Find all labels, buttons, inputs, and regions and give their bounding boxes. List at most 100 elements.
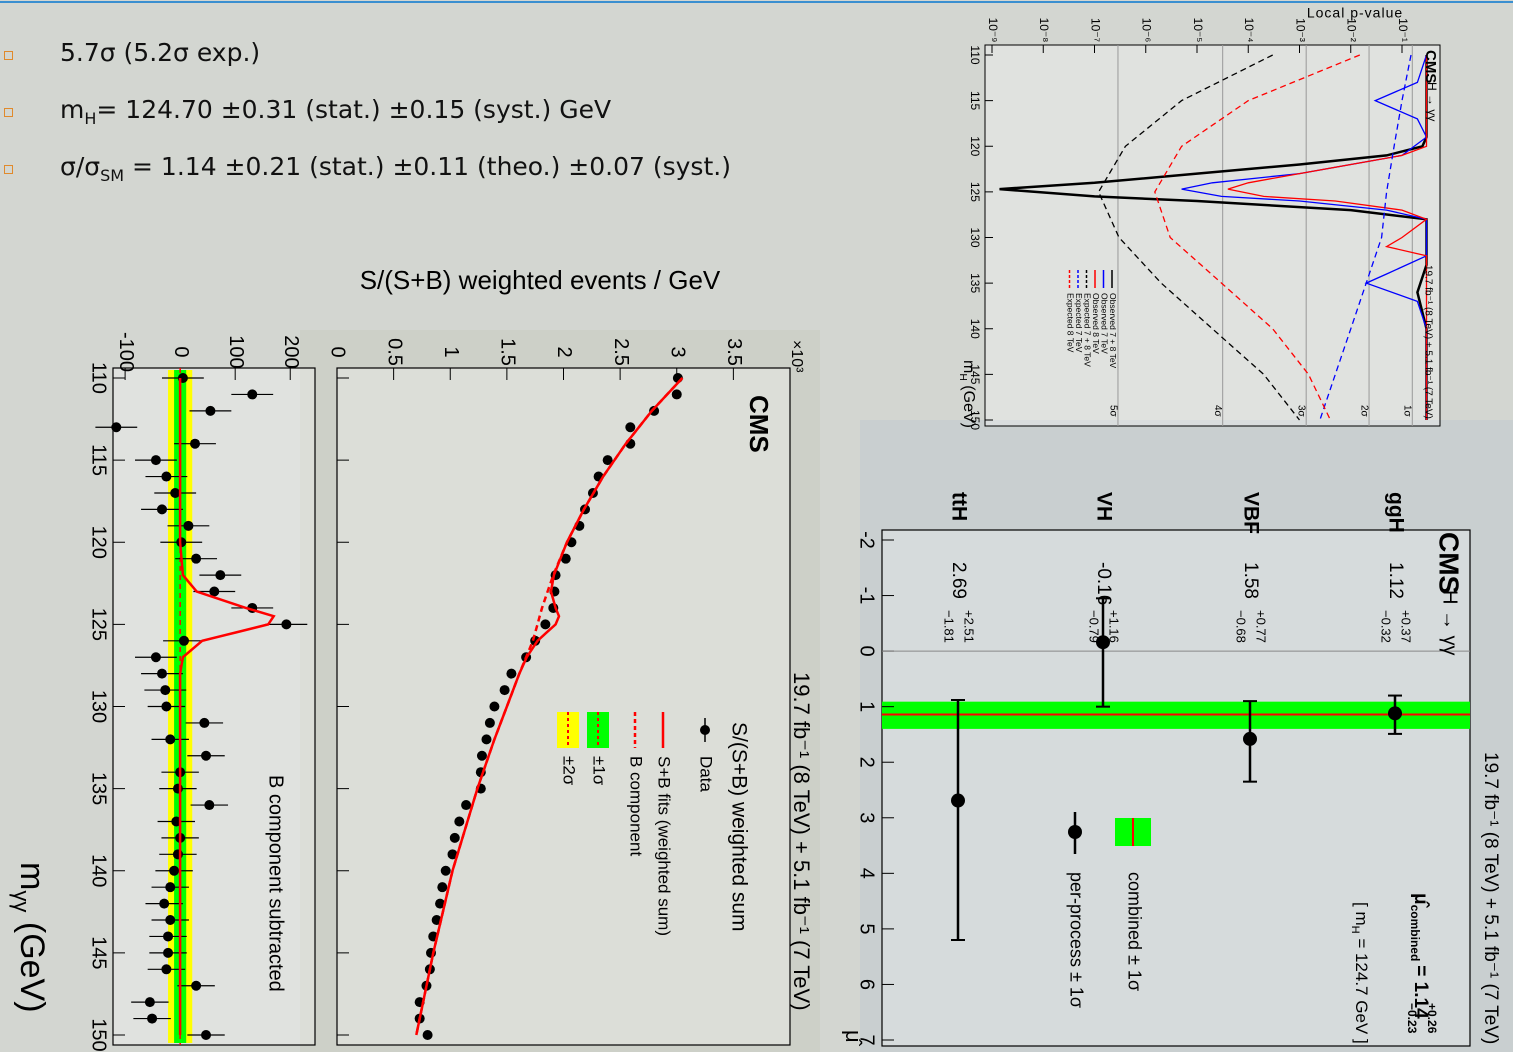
- data-point: [165, 734, 176, 745]
- data-point: [160, 685, 171, 696]
- legend-label: Observed 7 + 8 TeV: [1108, 293, 1118, 369]
- x-axis-title-part: (GeV): [13, 912, 51, 1012]
- data-point: [165, 915, 176, 926]
- sigma-label: 3σ: [1296, 405, 1307, 418]
- data-point: [447, 849, 458, 860]
- combined-err-down: −0.23: [1405, 1003, 1419, 1034]
- x-tick-label: 7: [856, 1034, 878, 1045]
- background-photo: [860, 420, 1513, 1052]
- legend-marker: [1068, 825, 1082, 839]
- err-down-label: −0.32: [1379, 610, 1394, 643]
- fit-line: [415, 377, 684, 1036]
- data-point: [156, 668, 167, 679]
- y-tick-label: 2: [553, 346, 575, 357]
- data-point: [179, 635, 190, 646]
- data-point: [437, 882, 448, 893]
- y-tick-label: 200: [280, 335, 302, 368]
- data-point: [191, 553, 202, 564]
- y-axis-title: Local p-value: [1307, 5, 1403, 21]
- y-multiplier: ×10³: [788, 340, 805, 373]
- data-point: [165, 882, 176, 893]
- data-point: [602, 455, 613, 466]
- y-tick-label: 3: [666, 346, 688, 357]
- combined-label: μ̂combined= 1.14: [1408, 893, 1431, 1019]
- y-tick-label: 10⁻⁹: [986, 18, 1000, 43]
- p-value-line: [999, 55, 1428, 420]
- y-tick-label: 0.5: [383, 338, 405, 366]
- data-point: [163, 947, 174, 958]
- x-tick-label: 130: [968, 227, 982, 247]
- plot-area: [336, 367, 791, 1046]
- bullet-marker: [4, 51, 13, 60]
- data-point: [476, 750, 487, 761]
- x-tick-label: 6: [856, 979, 878, 990]
- x-axis-title-part: H: [957, 373, 968, 381]
- x-tick-label: 130: [88, 690, 110, 723]
- x-tick-label: 140: [968, 319, 982, 339]
- data-point: [560, 553, 571, 564]
- bullet-marker: [4, 165, 13, 174]
- legend-label: per-process ± 1σ: [1066, 872, 1086, 1008]
- category-label: ttH: [947, 492, 970, 521]
- chart-title: CMS: [1422, 50, 1439, 83]
- lumi: 19.7 fb⁻¹ (8 TeV) + 5.1 fb⁻¹ (7 TeV): [1480, 752, 1501, 1044]
- data-point: [422, 1030, 433, 1040]
- y-tick-label: 10⁻⁴: [1242, 18, 1256, 43]
- combined-value: = 1.14: [1410, 965, 1431, 1019]
- x-tick-label: 2: [856, 757, 878, 768]
- legend-label: Expected 7 + 8 TeV: [1082, 293, 1092, 367]
- y-tick-label: 2.5: [610, 338, 632, 366]
- x-axis-title: μ̂: [841, 1030, 866, 1047]
- bullet-text-part: m: [60, 95, 85, 124]
- data-point: [1243, 731, 1257, 746]
- data-point: [172, 783, 183, 794]
- data-point: [484, 717, 495, 728]
- x-tick-label: 4: [856, 868, 878, 879]
- data-point: [201, 750, 212, 761]
- chart-title: CMS: [744, 395, 774, 453]
- data-point: [161, 964, 172, 975]
- data-point: [461, 800, 472, 811]
- bullet-text-part: = 1.14 ±0.21 (stat.) ±0.11 (theo.) ±0.07…: [124, 152, 731, 181]
- chart-subtitle: H → γγ: [1439, 590, 1461, 656]
- y-tick-label: 10⁻¹: [1396, 18, 1410, 42]
- x-tick-label: 135: [88, 772, 110, 805]
- mass-note-part: H: [1349, 926, 1361, 934]
- value-label: 1.58: [1240, 562, 1261, 599]
- plot-area: [881, 529, 1471, 1047]
- x-tick-label: 3: [856, 812, 878, 823]
- data-point: [625, 422, 636, 433]
- data-point: [449, 832, 460, 843]
- bullet-text-part: σ/σ: [60, 152, 101, 181]
- bullet-marker: [4, 108, 13, 117]
- data-point: [161, 701, 172, 712]
- x-tick-label: 120: [968, 136, 982, 156]
- x-tick-label: 1: [856, 701, 878, 712]
- data-point: [190, 438, 201, 449]
- data-point: [147, 1013, 158, 1024]
- err-down-label: −0.79: [1087, 610, 1102, 643]
- data-point: [649, 405, 660, 416]
- err-up-label: +2.51: [962, 610, 977, 643]
- x-axis-title-part: m: [13, 862, 51, 890]
- y-tick-label: 100: [225, 335, 247, 368]
- bullet-text: 5.7σ (5.2σ exp.): [60, 38, 260, 67]
- err-up-label: +1.16: [1107, 610, 1122, 643]
- data-point: [204, 800, 215, 811]
- legend-label: Expected 8 TeV: [1065, 293, 1075, 353]
- legend-label: Observed 8 TeV: [1091, 293, 1101, 354]
- data-point: [183, 520, 194, 531]
- data-point: [247, 389, 258, 400]
- x-axis-title: mH (GeV): [957, 360, 976, 428]
- data-point: [540, 619, 551, 630]
- x-axis-title-part: m: [960, 360, 977, 373]
- legend-label: S+B fits (weighted sum): [655, 756, 674, 936]
- bullet-text-part: H: [84, 109, 97, 128]
- data-point: [215, 570, 226, 581]
- p-value-line: [1097, 54, 1301, 421]
- data-point: [1388, 706, 1402, 721]
- lumi: 19.7 fb⁻¹ (8 TeV) + 5.1 fb⁻¹ (7 TeV): [1422, 265, 1433, 419]
- x-tick-label: 115: [88, 444, 110, 476]
- y-tick-label: 10⁻⁷: [1088, 18, 1102, 42]
